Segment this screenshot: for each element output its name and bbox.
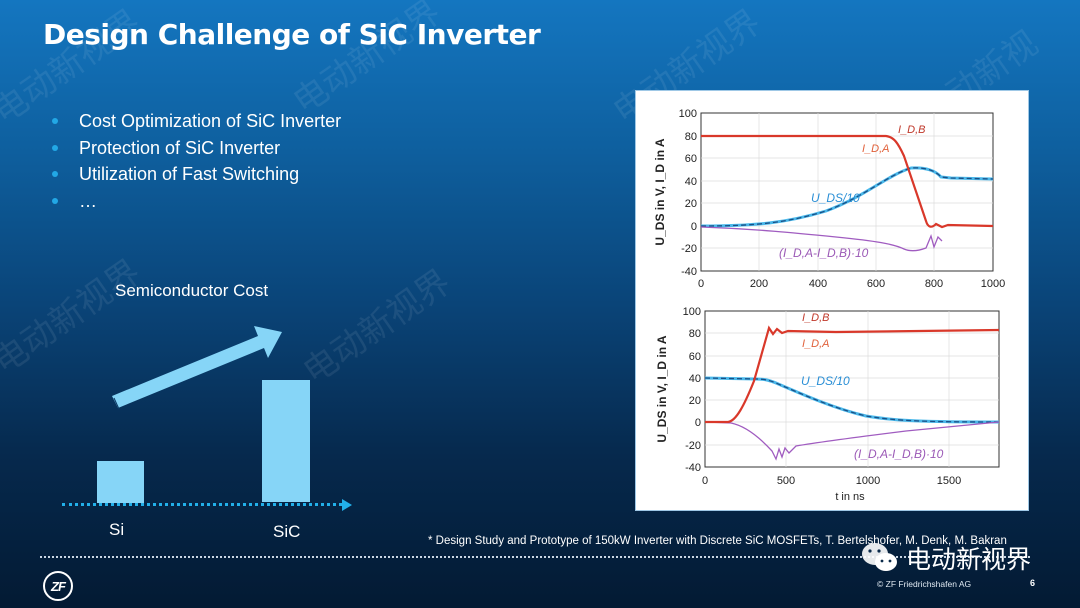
cost-chart-title: Semiconductor Cost: [115, 281, 269, 300]
svg-text:0: 0: [695, 417, 701, 429]
bullet-item: Utilization of Fast Switching: [52, 161, 341, 188]
svg-text:(I_D,A-I_D,B)·10: (I_D,A-I_D,B)·10: [854, 447, 944, 461]
svg-text:20: 20: [685, 198, 697, 210]
bullet-dot-icon: [52, 144, 58, 151]
bullet-dot-icon: [52, 118, 58, 125]
svg-text:800: 800: [925, 278, 943, 290]
svg-text:1000: 1000: [981, 278, 1005, 290]
svg-text:0: 0: [698, 278, 704, 290]
svg-text:80: 80: [685, 131, 697, 143]
axis-arrow-icon: [342, 499, 352, 511]
svg-text:1500: 1500: [937, 475, 961, 487]
zf-logo: ZF: [43, 571, 73, 601]
top-plot: 100 80 60 40 20 0 -20 -40 0 200 400 600 …: [653, 108, 1005, 290]
svg-text:I_D,A: I_D,A: [862, 143, 890, 155]
svg-text:I_D,B: I_D,B: [898, 124, 926, 136]
svg-text:600: 600: [867, 278, 885, 290]
bullet-text: Protection of SiC Inverter: [79, 137, 281, 158]
bottom-plot: 100 80 60 40 20 0 -20 -40 0 500 1000 150…: [655, 306, 1000, 503]
trend-arrow-icon: [112, 326, 282, 410]
wechat-account-name: 电动新视界: [906, 545, 1032, 574]
bullet-list: Cost Optimization of SiC Inverter Protec…: [52, 108, 341, 214]
wechat-icon: [862, 543, 897, 571]
svg-text:(I_D,A-I_D,B)·10: (I_D,A-I_D,B)·10: [779, 246, 869, 260]
footnote-citation: * Design Study and Prototype of 150kW In…: [428, 535, 1007, 547]
svg-text:-40: -40: [685, 462, 701, 474]
svg-text:400: 400: [809, 278, 827, 290]
x-axis-label: t in ns: [835, 491, 865, 503]
footer-divider: [40, 556, 1030, 558]
svg-text:I_D,A: I_D,A: [802, 338, 830, 350]
x-axis-line: [62, 503, 342, 506]
bullet-text: …: [79, 190, 97, 211]
bullet-text: Cost Optimization of SiC Inverter: [79, 111, 342, 131]
slide-title: Design Challenge of SiC Inverter: [43, 18, 541, 51]
watermark: 电动新视界: [295, 262, 459, 393]
svg-text:-20: -20: [681, 243, 697, 255]
svg-text:40: 40: [689, 373, 701, 385]
bullet-dot-icon: [52, 197, 58, 204]
svg-text:0: 0: [691, 221, 697, 233]
svg-text:100: 100: [683, 306, 701, 318]
y-axis-label: U_DS in V, I_D in A: [655, 335, 669, 442]
bar-sic: [262, 380, 310, 502]
svg-text:U_DS/10: U_DS/10: [811, 191, 860, 205]
svg-text:0: 0: [702, 475, 708, 487]
svg-text:U_DS/10: U_DS/10: [801, 374, 850, 388]
svg-text:I_D,B: I_D,B: [802, 312, 830, 324]
y-axis-label: U_DS in V, I_D in A: [653, 138, 667, 245]
bullet-item: Protection of SiC Inverter: [52, 135, 341, 162]
svg-text:-40: -40: [681, 266, 697, 278]
svg-text:60: 60: [685, 153, 697, 165]
label-sic: SiC: [273, 522, 301, 541]
wechat-watermark: 电动新视界: [860, 540, 1031, 576]
svg-text:20: 20: [689, 395, 701, 407]
label-si: Si: [109, 520, 125, 539]
svg-text:100: 100: [679, 108, 697, 120]
bullet-text: Utilization of Fast Switching: [79, 164, 300, 184]
bullet-dot-icon: [52, 171, 58, 178]
svg-text:-20: -20: [685, 440, 701, 452]
svg-text:500: 500: [777, 475, 795, 487]
waveform-figure: 100 80 60 40 20 0 -20 -40 0 200 400 600 …: [635, 90, 1029, 511]
bullet-item: …: [52, 188, 341, 215]
bar-si: [97, 461, 144, 503]
svg-text:200: 200: [750, 278, 768, 290]
bullet-item: Cost Optimization of SiC Inverter: [52, 108, 341, 135]
svg-text:40: 40: [685, 176, 697, 188]
svg-text:60: 60: [689, 351, 701, 363]
copyright: © ZF Friedrichshafen AG: [877, 579, 972, 589]
svg-text:1000: 1000: [856, 475, 880, 487]
page-number: 6: [1030, 578, 1036, 588]
svg-text:80: 80: [689, 328, 701, 340]
